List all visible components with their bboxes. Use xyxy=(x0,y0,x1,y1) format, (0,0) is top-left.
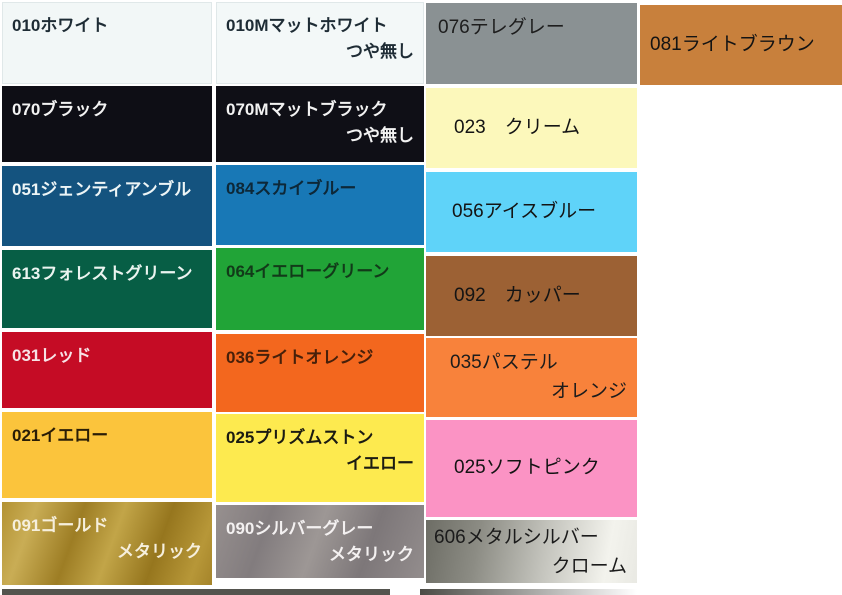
swatch-label: 051ジェンティアンブル xyxy=(12,180,192,199)
swatch-label: 070Mマットブラック xyxy=(226,100,388,119)
swatch-label: 023 クリーム xyxy=(454,116,581,138)
swatch-label-line2: つや無し xyxy=(346,41,414,61)
swatch-label: 084スカイブルー xyxy=(226,179,357,198)
swatch-010m-matte-white: 010Mマットホワイトつや無し xyxy=(216,2,424,84)
swatch-label-line2: メタリック xyxy=(329,544,414,564)
swatch-label: 092 カッパー xyxy=(454,284,581,306)
swatch-091-gold-metallic: 091ゴールド メタリック xyxy=(2,502,212,585)
swatch-035-pastel-orange: 035パステルオレンジ xyxy=(426,338,637,417)
swatch-613-forest-green: 613フォレストグリーン xyxy=(2,250,212,328)
swatch-025-soft-pink: 025ソフトピンク xyxy=(426,420,637,517)
swatch-label: 010Mマットホワイト xyxy=(226,16,388,35)
swatch-076-telegray: 076テレグレー xyxy=(426,3,637,84)
swatch-label: 613フォレストグリーン xyxy=(12,264,193,283)
swatch-label: 076テレグレー xyxy=(438,17,565,38)
swatch-label: 025ソフトピンク xyxy=(454,457,600,479)
swatch-051-gentian-blue: 051ジェンティアンブル xyxy=(2,166,212,246)
swatch-010-white: 010ホワイト xyxy=(2,2,212,84)
swatch-label: 091ゴールド xyxy=(12,516,109,535)
swatch-label: 010ホワイト xyxy=(12,16,109,35)
swatch-label-line2: クローム xyxy=(551,555,627,577)
swatch-label: 025プリズムストン xyxy=(226,428,374,447)
swatch-090-silver-gray-metallic: 090シルバーグレーメタリック xyxy=(216,505,424,578)
swatch-label: 606メタルシルバー xyxy=(434,527,599,548)
swatch-031-red: 031レッド xyxy=(2,332,212,408)
swatch-070m-matte-black: 070Mマットブラックつや無し xyxy=(216,86,424,162)
partial-next-row-strip-left xyxy=(2,589,390,595)
swatch-606-metal-silver-chrome: 606メタルシルバークローム xyxy=(426,520,637,583)
swatch-021-yellow: 021イエロー xyxy=(2,412,212,498)
swatch-label: 031レッド xyxy=(12,346,92,365)
swatch-081-light-brown: 081ライトブラウン xyxy=(640,5,842,85)
swatch-label: 021イエロー xyxy=(12,426,109,445)
swatch-070-black: 070ブラック xyxy=(2,86,212,162)
swatch-label-line2: メタリック xyxy=(117,541,202,561)
swatch-084-sky-blue: 084スカイブルー xyxy=(216,165,424,245)
swatch-064-yellow-green: 064イエローグリーン xyxy=(216,248,424,330)
swatch-label: 070ブラック xyxy=(12,100,109,119)
swatch-025-prism-stone-yellow: 025プリズムストンイエロー xyxy=(216,414,424,502)
swatch-label: 036ライトオレンジ xyxy=(226,348,374,367)
swatch-label-line2: つや無し xyxy=(346,125,414,145)
swatch-label-line2: イエロー xyxy=(346,453,414,473)
swatch-label: 090シルバーグレー xyxy=(226,519,374,538)
swatch-036-light-orange: 036ライトオレンジ xyxy=(216,334,424,412)
swatch-023-cream: 023 クリーム xyxy=(426,88,637,168)
swatch-label-line2: オレンジ xyxy=(550,380,627,402)
swatch-label: 064イエローグリーン xyxy=(226,262,390,281)
swatch-label: 056アイスブルー xyxy=(452,200,597,222)
swatch-label: 035パステル xyxy=(450,352,558,373)
swatch-092-copper: 092 カッパー xyxy=(426,256,637,336)
partial-next-row-strip-right xyxy=(420,589,637,595)
swatch-056-ice-blue: 056アイスブルー xyxy=(426,172,637,252)
swatch-label: 081ライトブラウン xyxy=(650,33,815,55)
